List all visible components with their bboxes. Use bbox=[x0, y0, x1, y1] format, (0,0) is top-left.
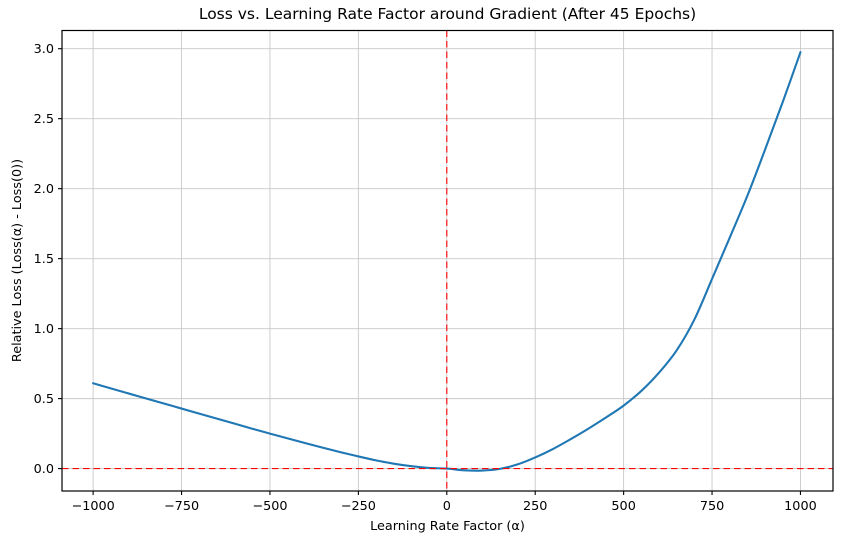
x-tick-label: −750 bbox=[164, 499, 199, 514]
relative-loss-curve bbox=[92, 51, 802, 472]
x-tick-label: 500 bbox=[611, 499, 635, 514]
x-tick-label: 1000 bbox=[784, 499, 817, 514]
y-axis-label: Relative Loss (Loss(α) - Loss(0)) bbox=[10, 158, 25, 363]
x-tick-label: −1000 bbox=[71, 499, 114, 514]
x-tick-label: −250 bbox=[341, 499, 376, 514]
plot-border bbox=[61, 29, 834, 492]
chart-title: Loss vs. Learning Rate Factor around Gra… bbox=[198, 5, 697, 23]
y-tick-label: 3.0 bbox=[34, 42, 54, 57]
x-tick-label: 750 bbox=[700, 499, 724, 514]
y-tick-label: 1.5 bbox=[34, 252, 54, 267]
x-tick-label: −500 bbox=[252, 499, 287, 514]
y-tick-label: 2.0 bbox=[34, 182, 54, 197]
y-tick-label: 2.5 bbox=[34, 112, 54, 127]
y-tick-label: 0.0 bbox=[34, 462, 54, 477]
x-axis-label: Learning Rate Factor (α) bbox=[370, 519, 525, 534]
y-tick-label: 0.5 bbox=[34, 392, 54, 407]
y-tick-label: 1.0 bbox=[34, 322, 54, 337]
x-tick-label: 250 bbox=[523, 499, 547, 514]
x-tick-label: 0 bbox=[443, 499, 451, 514]
